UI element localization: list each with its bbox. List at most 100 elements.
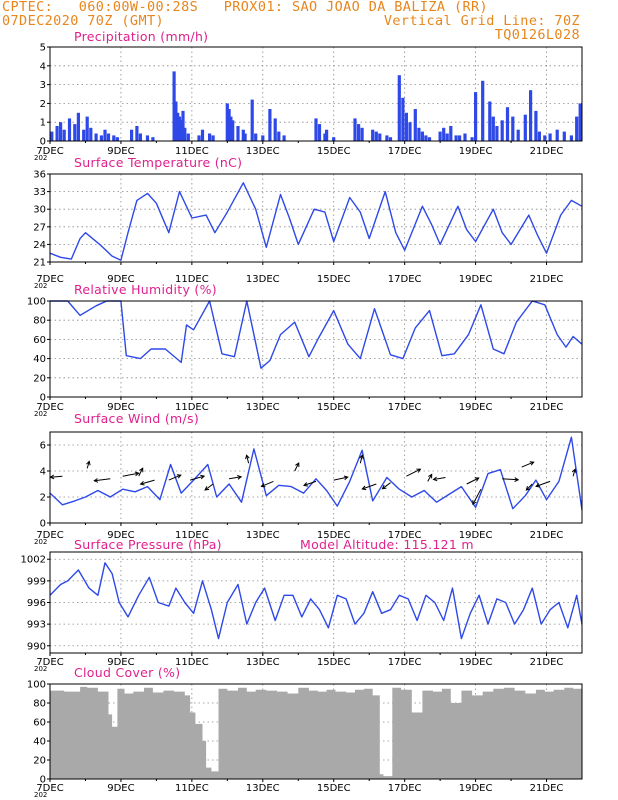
rh-line xyxy=(50,300,583,369)
cloud-year-stub: 202 xyxy=(34,791,47,799)
precip-bar xyxy=(404,112,408,141)
precip-bar xyxy=(241,129,245,141)
temp-xtick-label: 9DEC xyxy=(107,274,134,285)
rh-ytick-label: 40 xyxy=(33,354,46,365)
temp-xtick-label: 21DEC xyxy=(530,274,564,285)
wind-arrow xyxy=(359,455,363,464)
rh-xtick-label: 21DEC xyxy=(530,402,564,413)
precip-bar xyxy=(555,129,559,141)
pres-xtick-label: 7DEC xyxy=(36,657,63,668)
precip-bar xyxy=(438,131,442,141)
wind-arrow xyxy=(246,455,250,464)
precip-bar xyxy=(371,129,375,141)
rh-xtick-label: 9DEC xyxy=(107,402,134,413)
temp-xtick-label: 15DEC xyxy=(317,274,351,285)
cloud-xtick-label: 15DEC xyxy=(317,783,351,794)
wind-arrowhead xyxy=(428,473,433,479)
precip-bar xyxy=(59,122,63,141)
precip-bar xyxy=(50,131,54,141)
precip-bar xyxy=(145,135,150,141)
precip-xtick-label: 19DEC xyxy=(459,146,493,157)
precip-bar xyxy=(151,137,155,141)
precip-bar xyxy=(442,127,446,141)
cloud-ytick-label: 60 xyxy=(33,718,46,729)
precip-bar xyxy=(548,133,552,141)
rh-xtick-label: 13DEC xyxy=(246,402,280,413)
precip-bar xyxy=(427,137,432,141)
precip-bar xyxy=(385,135,389,141)
wind-arrowhead xyxy=(359,454,364,460)
precip-bar xyxy=(174,101,178,141)
wind-arrow xyxy=(466,477,479,485)
precip-bar xyxy=(401,97,405,141)
temp-year-stub: 202 xyxy=(34,282,47,290)
precip-bar xyxy=(115,137,119,141)
pres-xtick-label: 9DEC xyxy=(107,657,134,668)
precip-bar xyxy=(357,124,361,141)
wind-arrowhead xyxy=(295,462,300,468)
precip-bar xyxy=(103,129,107,141)
wind-arrowhead xyxy=(432,476,438,482)
precip-bar xyxy=(458,135,462,141)
precip-bar xyxy=(578,103,582,141)
rh-ytick-label: 20 xyxy=(33,373,46,384)
precip-bar xyxy=(323,133,327,141)
precip-ytick-label: 0 xyxy=(40,137,46,148)
precip-bar xyxy=(229,116,233,141)
precip-bar xyxy=(89,127,93,141)
wind-arrow xyxy=(229,476,242,480)
pres-line xyxy=(49,562,583,640)
wind-year-stub: 202 xyxy=(34,538,47,546)
wind-arrowhead xyxy=(343,475,349,481)
wind-arrow xyxy=(362,483,377,490)
cloud-xtick-label: 11DEC xyxy=(175,783,209,794)
precip-bar xyxy=(183,127,187,141)
wind-arrowhead xyxy=(571,468,577,474)
wind-arrowhead xyxy=(514,477,520,482)
wind-arrowhead xyxy=(416,468,422,473)
cloud-xtick-label: 19DEC xyxy=(459,783,493,794)
precip-bar xyxy=(277,131,281,141)
wind-ytick-label: 2 xyxy=(40,493,46,504)
precip-ytick-label: 4 xyxy=(40,61,46,72)
wind-arrowhead xyxy=(134,471,140,477)
precip-bar xyxy=(474,92,478,141)
rh-ytick-label: 0 xyxy=(40,393,46,404)
precip-bar xyxy=(575,116,579,141)
precip-bar xyxy=(314,118,318,141)
wind-arrowhead xyxy=(139,480,145,486)
wind-arrow xyxy=(406,468,421,477)
pres-xtick-label: 11DEC xyxy=(175,657,209,668)
precip-bar xyxy=(231,120,235,141)
wind-arrow xyxy=(294,462,300,472)
precip-bar xyxy=(516,129,520,141)
wind-arrow xyxy=(140,479,155,485)
precip-bar xyxy=(261,135,265,141)
wind-arrow xyxy=(261,480,274,487)
precip-bar xyxy=(445,133,449,141)
pres-ytick-label: 999 xyxy=(27,576,46,587)
precip-bar xyxy=(94,133,98,141)
precip-bar xyxy=(55,126,59,141)
pres-xtick-label: 13DEC xyxy=(246,657,280,668)
wind-arrowhead xyxy=(529,461,535,466)
precip-bar xyxy=(236,126,240,141)
temp-xtick-label: 11DEC xyxy=(175,274,209,285)
rh-frame xyxy=(49,300,583,398)
cloud-ytick-label: 0 xyxy=(40,775,46,786)
rh-ytick-label: 100 xyxy=(27,297,46,308)
wind-arrow xyxy=(138,467,144,477)
rh-title: Relative Humidity (%) xyxy=(74,282,217,297)
temp-ytick-label: 27 xyxy=(33,222,46,233)
wind-arrowhead xyxy=(525,486,531,491)
pres-ytick-label: 1002 xyxy=(21,555,46,566)
wind-line xyxy=(49,436,583,511)
wind-arrowhead xyxy=(86,460,91,466)
precip-bar xyxy=(534,110,538,141)
cloud-xtick-label: 7DEC xyxy=(36,783,63,794)
wind-arrow xyxy=(86,461,90,469)
rh-xtick-label: 19DEC xyxy=(459,402,493,413)
wind-arrow xyxy=(333,476,348,481)
precip-bar xyxy=(529,90,533,141)
